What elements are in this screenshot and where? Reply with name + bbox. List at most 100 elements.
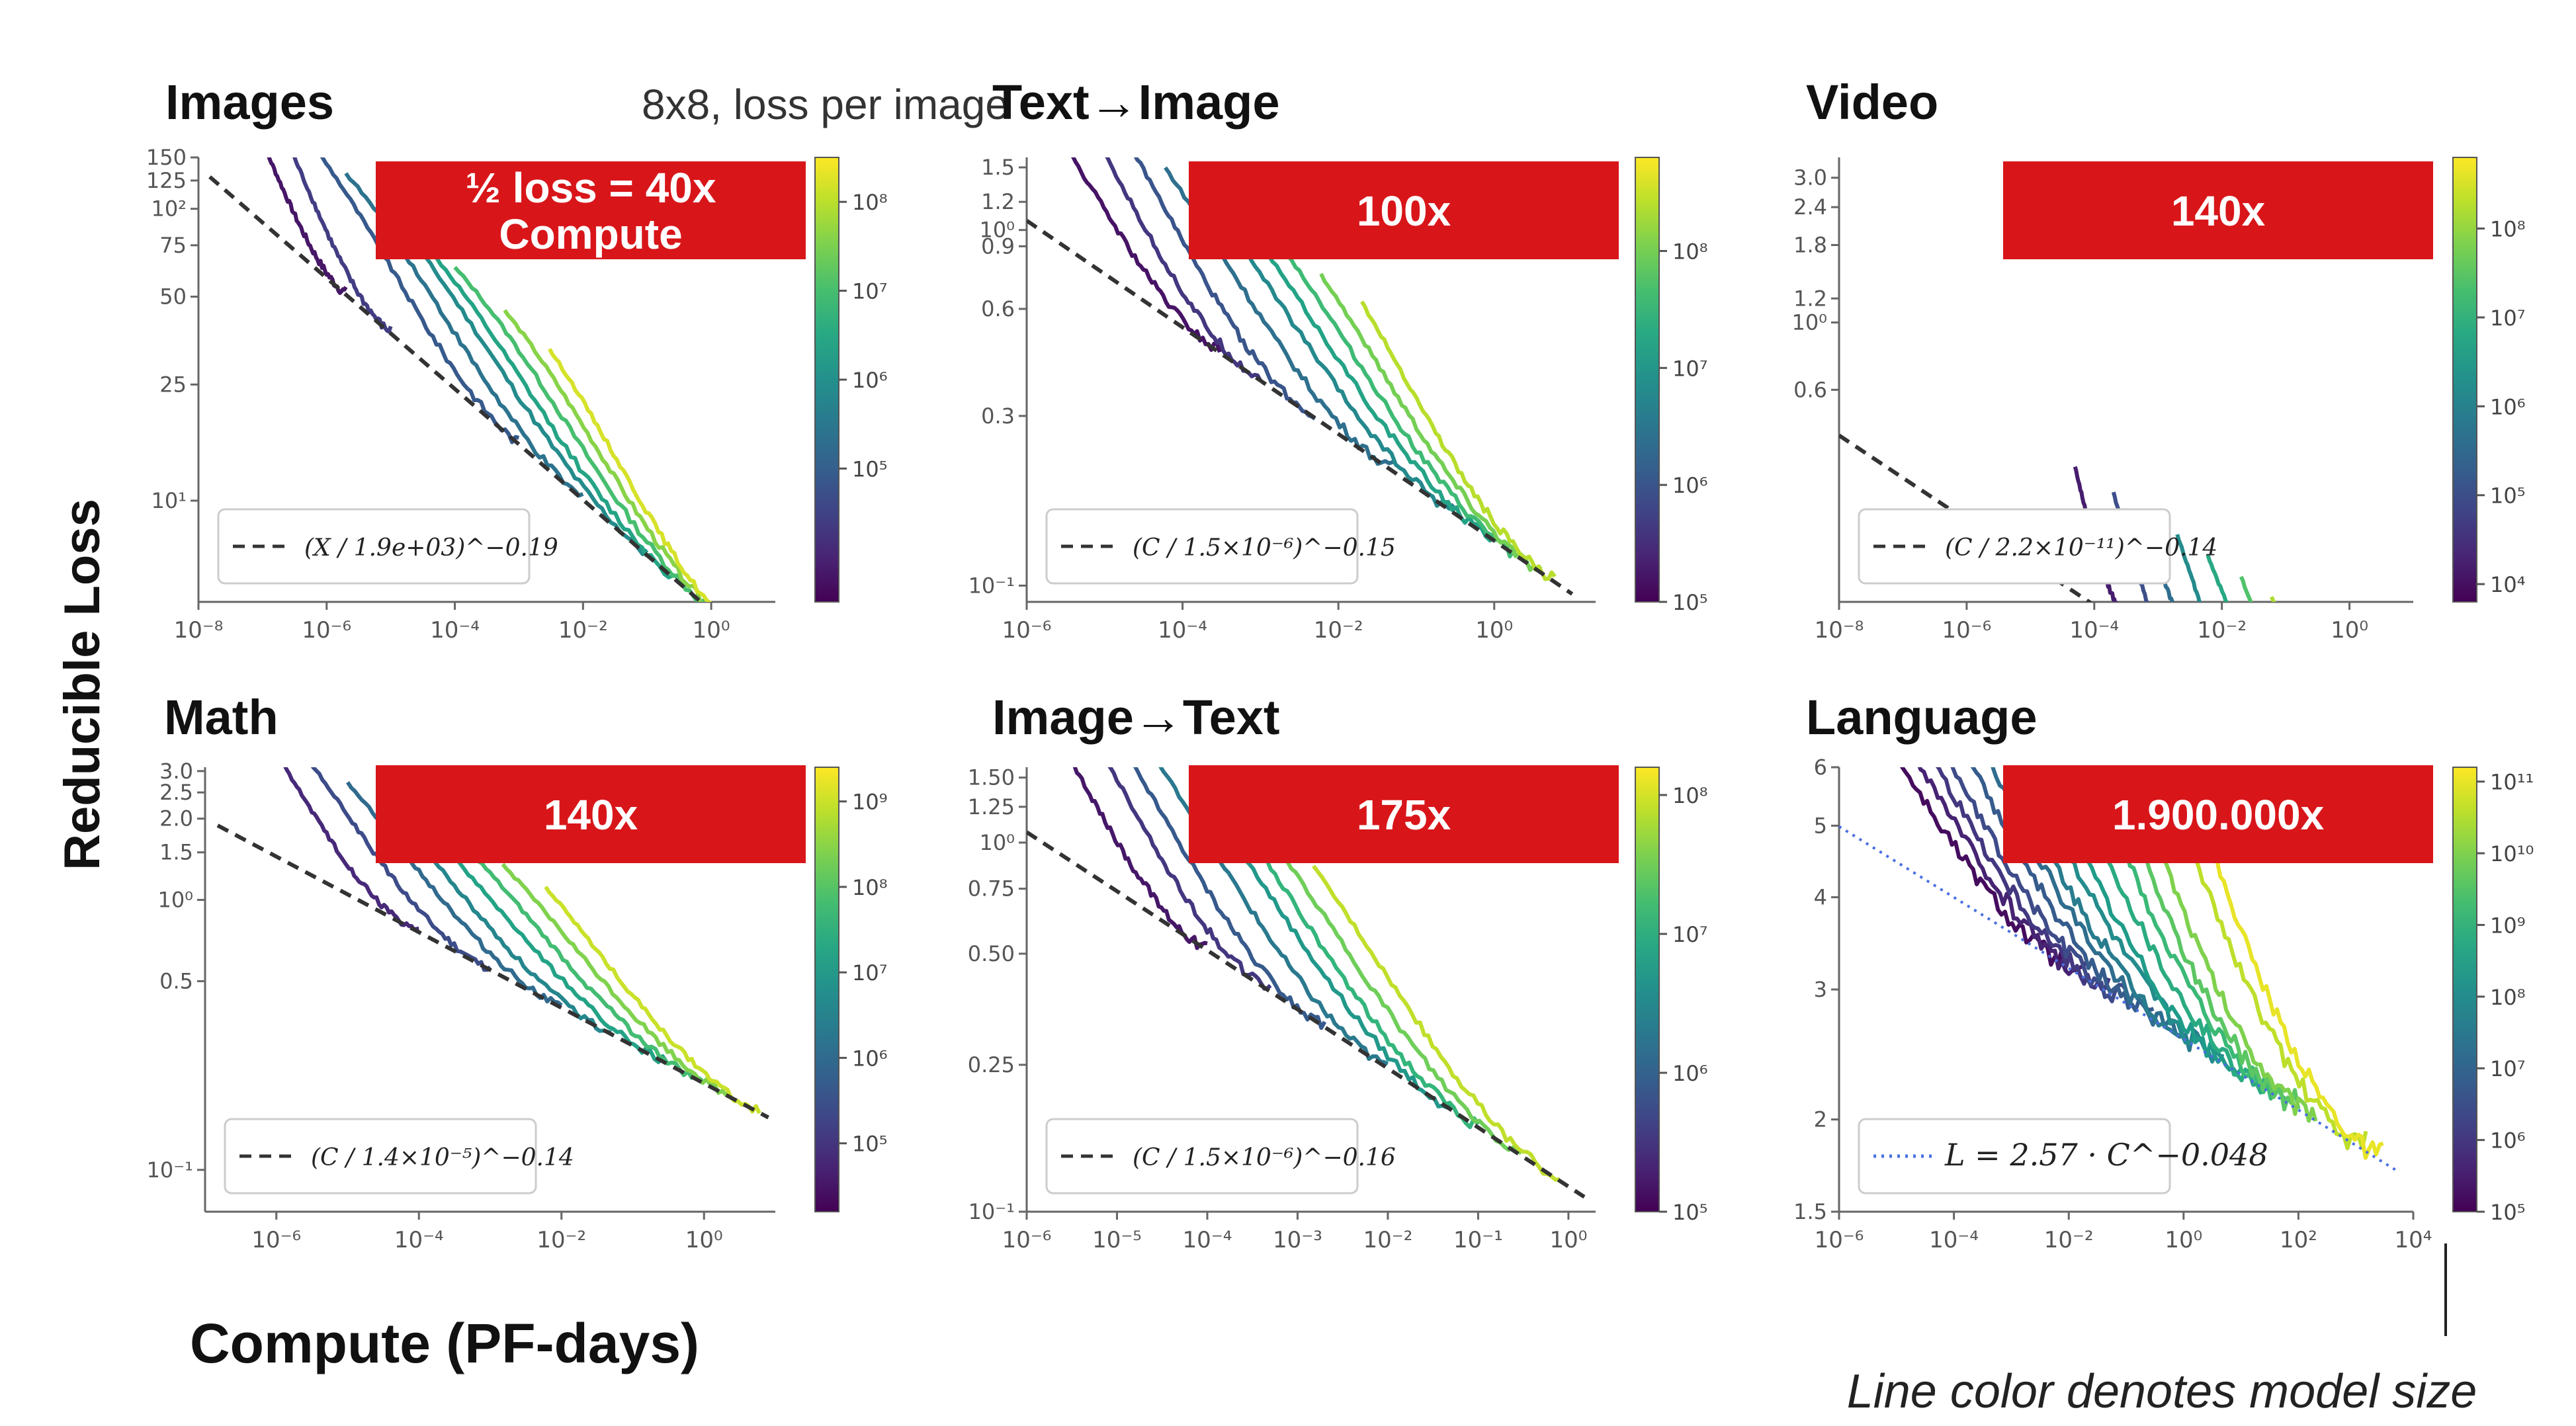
colorbar-tick-label: 10⁴ [2490, 572, 2526, 597]
series-line-8 [1319, 273, 1543, 572]
series-line-2 [310, 767, 492, 972]
compute-ratio-label: ½ loss = 40x Compute [466, 164, 716, 258]
power-law-fit-line [1027, 219, 1574, 596]
x-tick-label: 10⁻² [1314, 617, 1363, 644]
x-tick-label: 10⁻⁴ [394, 1227, 444, 1253]
legend-box [1858, 1118, 2171, 1195]
x-tick-label: 10⁻² [2044, 1227, 2094, 1253]
series-line-11 [2088, 767, 2288, 1101]
global-x-axis-label: Compute (PF-days) [190, 1312, 699, 1374]
y-tick-label: 2.4 [1793, 194, 1827, 220]
colorbar-tick-label: 10⁸ [2490, 217, 2526, 242]
colorbar [814, 157, 839, 603]
legend-box [1045, 508, 1359, 585]
x-tick-label: 10⁰ [2331, 617, 2368, 644]
series-line-4 [1950, 767, 2128, 1003]
legend-label: (C / 2.2×10⁻¹¹)^−0.14 [1945, 534, 2217, 562]
power-law-fit-line [208, 175, 705, 602]
y-tick-label: 10⁰ [157, 888, 193, 913]
x-tick-label: 10⁻² [558, 617, 608, 644]
y-tick-label: 1.5 [1793, 1199, 1827, 1224]
series-line-6 [1232, 813, 1480, 1130]
x-tick-label: 10⁻⁴ [1929, 1227, 1979, 1253]
series-line-7 [1282, 247, 1518, 559]
x-tick-label: 10⁰ [2165, 1227, 2202, 1253]
x-tick-label: 10⁻² [537, 1227, 586, 1253]
colorbar [1635, 157, 1660, 603]
colorbar-tick-label: 10⁵ [2490, 483, 2526, 509]
panel-subtitle: 8x8, loss per image [642, 81, 1009, 128]
y-tick-label: 4 [1814, 885, 1827, 910]
colorbar-tick-label: 10⁵ [1672, 590, 1708, 615]
x-tick-label: 10⁻² [1363, 1227, 1413, 1253]
colorbar-tick-label: 10⁶ [1672, 473, 1708, 498]
series-line-1 [1070, 157, 1222, 353]
y-tick-label: 1.5 [981, 155, 1015, 180]
x-tick-label: 10⁻⁶ [251, 1227, 301, 1253]
y-tick-label: 1.2 [1793, 286, 1827, 311]
legend-box [217, 508, 531, 585]
series-line-8 [503, 309, 705, 602]
x-tick-label: 10² [2280, 1227, 2317, 1253]
y-tick-label: 0.75 [968, 876, 1015, 902]
x-tick-label: 10⁰ [1475, 617, 1513, 644]
colorbar-tick-label: 10⁷ [852, 960, 888, 986]
colorbar [814, 767, 839, 1212]
colorbar-tick-label: 10⁶ [1672, 1061, 1708, 1086]
series-line-8 [2025, 767, 2225, 1064]
y-tick-label: 10¹ [151, 488, 187, 513]
series-group [1070, 157, 1557, 581]
compute-ratio-banner [1189, 161, 1619, 259]
colorbar-tick-label: 10⁵ [2490, 1200, 2526, 1225]
series-line-2 [1107, 767, 1272, 991]
series-line-5 [2206, 554, 2229, 602]
y-tick-label: 0.3 [981, 403, 1015, 429]
y-tick-label: 75 [159, 233, 187, 258]
series-line-2 [1917, 767, 2088, 976]
series-line-7 [453, 266, 706, 602]
y-tick-label: 1.5 [159, 840, 193, 865]
colorbar-tick-label: 10⁶ [2490, 1128, 2526, 1153]
y-tick-label: 0.6 [1793, 377, 1827, 402]
y-tick-label: 0.6 [981, 296, 1015, 321]
x-tick-label: 10⁻² [2197, 617, 2247, 644]
colorbar-tick-label: 10⁸ [852, 190, 888, 215]
series-line-3 [1935, 767, 2111, 991]
series-line-8 [544, 886, 761, 1114]
x-tick-label: 10⁰ [693, 617, 730, 644]
chart-panel-4: Math 10⁻⁶ 10⁻⁴ 10⁻² 10⁰ 3.02.52.0 1.5 10⁰ 0.5 10⁻… [147, 690, 888, 1253]
power-law-fit-line [1839, 433, 2093, 602]
power-law-fit-line [216, 823, 769, 1120]
y-tick-label: 0.5 [159, 968, 193, 993]
y-tick-label: 125 [146, 168, 187, 193]
y-tick-label: 50 [159, 284, 187, 310]
y-tick-label: 3.0 [1793, 165, 1827, 190]
y-tick-label: 10⁰ [979, 218, 1015, 243]
panel-title: Images [165, 75, 334, 130]
series-line-6 [460, 841, 706, 1085]
x-tick-label: 10⁻⁶ [1002, 617, 1052, 644]
x-tick-label: 10⁻⁵ [1092, 1227, 1142, 1253]
colorbar-tick-label: 10⁸ [1672, 239, 1708, 264]
series-line-12 [2108, 767, 2301, 1112]
legend-label: L = 2.57 · C^−0.048 [1944, 1137, 2268, 1173]
colorbar-tick-label: 10⁷ [2490, 1056, 2526, 1081]
colorbar [2452, 157, 2477, 603]
y-tick-label: 2.0 [159, 806, 193, 831]
compute-ratio-banner [2003, 765, 2433, 863]
compute-ratio-banner [1189, 765, 1619, 863]
series-line-3 [1133, 157, 1316, 421]
legend-box [224, 1118, 537, 1195]
series-line-6 [2239, 575, 2253, 602]
y-tick-label: 1.50 [968, 765, 1015, 790]
x-tick-label: 10⁻⁶ [302, 617, 351, 644]
x-tick-label: 10⁰ [685, 1227, 723, 1253]
compute-ratio-label: 140x [544, 791, 638, 839]
y-tick-label: 3.0 [159, 759, 193, 784]
colorbar-tick-label: 10⁷ [2490, 306, 2526, 331]
y-tick-label: 5 [1814, 813, 1827, 838]
compute-ratio-banner [376, 765, 806, 863]
colorbar-tick-label: 10⁷ [852, 279, 888, 304]
